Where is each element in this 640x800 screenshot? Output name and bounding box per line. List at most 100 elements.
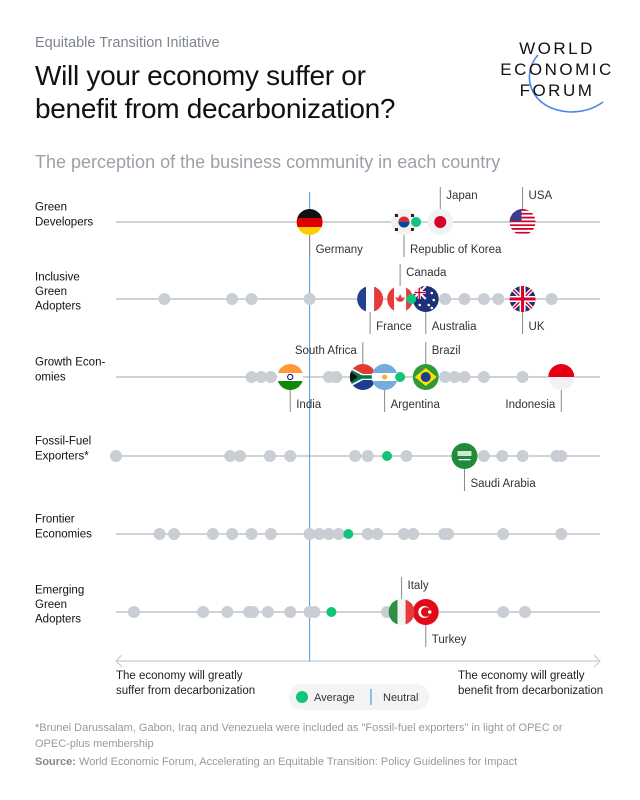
country-dot	[497, 528, 510, 540]
axis-left-label-1: The economy will greatly	[116, 670, 243, 682]
country-dot	[332, 528, 345, 540]
country-dot	[477, 371, 490, 383]
country-dot	[516, 450, 529, 462]
country-dot	[349, 450, 362, 462]
country-label: Japan	[446, 190, 477, 202]
br-flag-icon	[412, 364, 439, 390]
sa-flag-icon	[451, 443, 478, 469]
country-dot	[303, 528, 316, 540]
country-label: Indonesia	[505, 399, 555, 411]
country-label: Germany	[316, 244, 364, 256]
country-marker: Italy	[388, 577, 429, 625]
row-growth-econ-omies: Growth Econ-omies India South Africa Argent…	[35, 342, 575, 412]
jp-flag-icon	[427, 209, 454, 235]
country-dot	[261, 606, 274, 618]
country-marker: Germany	[296, 209, 364, 257]
gb-flag-icon	[509, 286, 536, 312]
us-flag-icon	[509, 209, 536, 235]
country-dot	[226, 293, 239, 305]
country-dot	[221, 606, 234, 618]
country-dot	[110, 450, 122, 462]
country-label: Australia	[432, 321, 477, 333]
country-label: UK	[529, 321, 545, 333]
country-dot	[153, 528, 166, 540]
country-dot	[330, 371, 343, 383]
legend-background	[289, 684, 429, 710]
wef-logo: WORLD ECONOMIC FORUM	[500, 39, 611, 113]
footnote-line-1: *Brunei Darussalam, Gabon, Iraq and Vene…	[35, 722, 563, 734]
country-dot	[158, 293, 171, 305]
country-dot	[477, 450, 490, 462]
kicker: Equitable Transition Initiative	[35, 35, 220, 51]
country-marker: France	[357, 286, 412, 334]
country-dot	[264, 528, 277, 540]
country-dot	[284, 450, 297, 462]
axis-right-label-2: benefit from decarbonization	[458, 685, 603, 697]
source-text: World Economic Forum, Accelerating an Eq…	[76, 756, 517, 768]
country-dot	[284, 606, 297, 618]
in-flag-icon	[277, 364, 304, 390]
row-emerging-green-adopters: Emerging Green Adopters Turkey Italy	[35, 577, 531, 647]
legend-average-label: Average	[314, 692, 355, 704]
row-label: Exporters*	[35, 450, 89, 462]
legend-average-swatch	[296, 691, 308, 703]
country-dot	[518, 606, 531, 618]
fr-flag-icon	[357, 286, 384, 312]
country-dot	[168, 528, 181, 540]
country-dot	[361, 450, 374, 462]
kr-flag-icon	[390, 209, 417, 235]
row-label: omies	[35, 371, 66, 383]
row-label: Emerging	[35, 584, 84, 596]
title-line-1: Will your economy suffer or	[35, 60, 366, 91]
average-dot	[382, 451, 393, 461]
country-dot	[246, 606, 259, 618]
row-label: Economies	[35, 528, 92, 540]
country-dot	[407, 528, 420, 540]
country-dot	[206, 528, 219, 540]
row-label: Fossil-Fuel	[35, 436, 91, 448]
source: Source: World Economic Forum, Accelerati…	[35, 756, 517, 768]
row-inclusive-green-adopters: Inclusive Green Adopters France Canada UK Aust…	[35, 264, 558, 334]
country-label: Turkey	[432, 634, 467, 646]
country-dot	[245, 293, 258, 305]
country-label: Saudi Arabia	[470, 478, 536, 490]
arrow-right-icon	[593, 654, 601, 668]
country-dot	[224, 450, 237, 462]
logo-arc	[528, 54, 604, 113]
country-label: Italy	[408, 580, 429, 592]
country-marker: USA	[509, 187, 553, 235]
country-dot	[458, 371, 471, 383]
x-axis: The economy will greatly suffer from dec…	[115, 654, 603, 697]
row-label: Frontier	[35, 514, 75, 526]
country-dot	[496, 450, 509, 462]
arrow-left-icon	[115, 654, 123, 668]
country-dot	[303, 293, 316, 305]
country-dot	[439, 371, 452, 383]
row-label: Developers	[35, 216, 93, 228]
logo-line-3: FORUM	[520, 81, 595, 100]
tr-flag-icon	[412, 599, 439, 625]
subtitle: The perception of the business community…	[35, 152, 500, 172]
source-label: Source:	[35, 756, 76, 768]
row-green-developers: Green Developers Germany Republic of Korea U…	[35, 187, 553, 257]
country-dot	[313, 528, 326, 540]
it-flag-icon	[388, 599, 415, 625]
country-marker: Australia	[412, 286, 477, 334]
country-dot	[371, 528, 384, 540]
row-label: Inclusive	[35, 271, 80, 283]
row-label: Green	[35, 599, 67, 611]
country-label: France	[376, 321, 412, 333]
country-label: USA	[529, 190, 553, 202]
de-flag-icon	[296, 209, 323, 235]
country-marker: Indonesia	[505, 364, 575, 412]
country-label: Brazil	[432, 345, 461, 357]
country-marker: Turkey	[412, 599, 467, 647]
logo-line-1: WORLD	[519, 39, 595, 58]
country-dot	[439, 293, 452, 305]
country-dot	[233, 450, 246, 462]
axis-right-label-1: The economy will greatly	[458, 670, 585, 682]
footnote-line-2: OPEC-plus membership	[35, 738, 154, 750]
ar-flag-icon	[371, 364, 398, 390]
row-label: Growth Econ-	[35, 357, 105, 369]
country-dot	[555, 528, 568, 540]
